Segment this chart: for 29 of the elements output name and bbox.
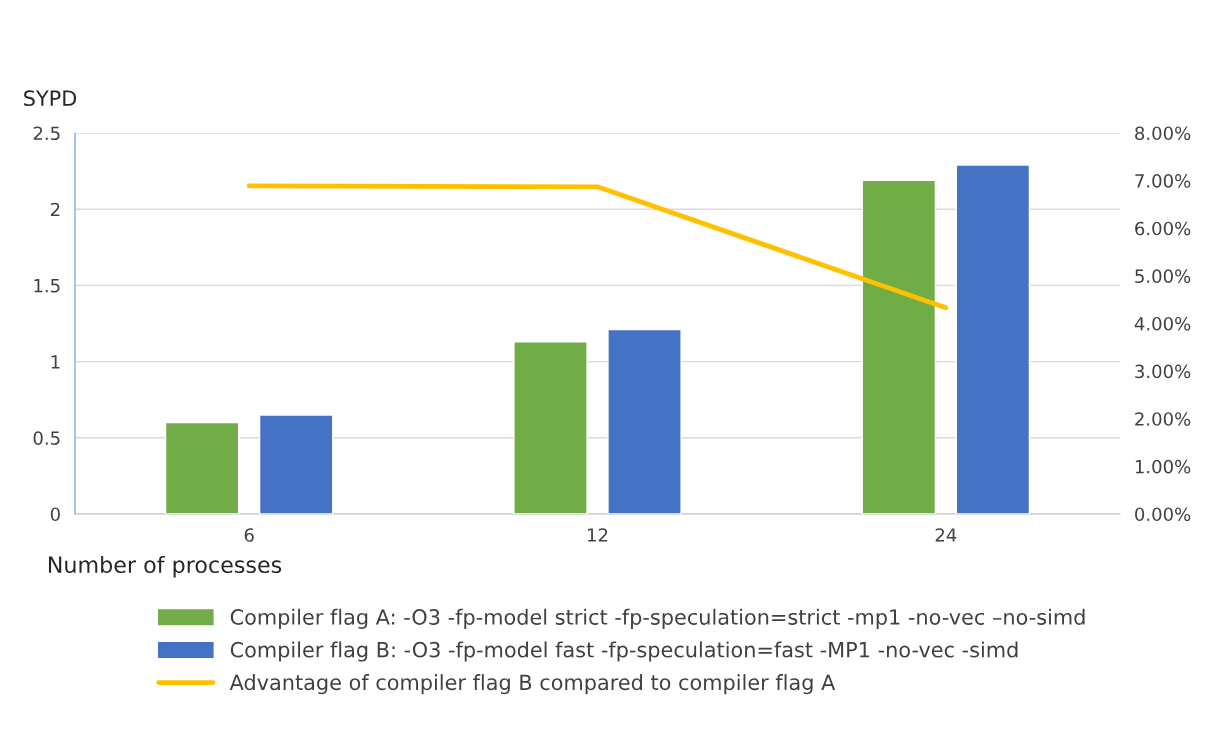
bar bbox=[258, 414, 334, 514]
y2-tick-label: 3.00% bbox=[1135, 364, 1191, 379]
legend-label: Compiler flag A: -O3 -fp-model strict -fp-speculation=strict -mp1 -no-vec –no-simd bbox=[230, 608, 1085, 629]
x-tick-label: 24 bbox=[935, 528, 957, 542]
y-tick-label: 1 bbox=[51, 355, 60, 369]
bar bbox=[607, 328, 682, 514]
y-tick-label: 1.5 bbox=[34, 279, 60, 293]
y2-tick-label: 0.00% bbox=[1135, 507, 1191, 522]
y2-tick-label: 7.00% bbox=[1135, 174, 1191, 188]
bar bbox=[955, 164, 1031, 514]
y2-tick-label: 4.00% bbox=[1134, 316, 1191, 331]
x-axis-title: Number of processes bbox=[48, 555, 282, 578]
legend-label: Compiler flag B: -O3 -fp-model fast -fp-speculation=fast -MP1 -no-vec -simd bbox=[230, 641, 1018, 662]
y-axis-title: SYPD bbox=[24, 90, 77, 107]
bar bbox=[861, 179, 937, 514]
y2-tick-label: 6.00% bbox=[1135, 221, 1191, 236]
y-tick-label: 0.5 bbox=[33, 431, 60, 445]
x-tick-label: 12 bbox=[588, 528, 608, 542]
bar bbox=[164, 421, 240, 514]
y-tick-label: 2 bbox=[50, 202, 60, 217]
bar bbox=[513, 341, 588, 514]
y2-tick-label: 5.00% bbox=[1135, 269, 1191, 283]
y2-tick-label: 2.00% bbox=[1135, 412, 1191, 426]
y2-tick-label: 1.00% bbox=[1135, 459, 1191, 474]
legend-label: Advantage of compiler flag B compared to compiler flag A bbox=[229, 674, 836, 695]
y2-tick-label: 8.00% bbox=[1135, 126, 1191, 141]
y-tick-label: 0 bbox=[50, 507, 60, 522]
x-tick-label: 6 bbox=[244, 528, 254, 542]
y-tick-label: 2.5 bbox=[33, 126, 60, 141]
